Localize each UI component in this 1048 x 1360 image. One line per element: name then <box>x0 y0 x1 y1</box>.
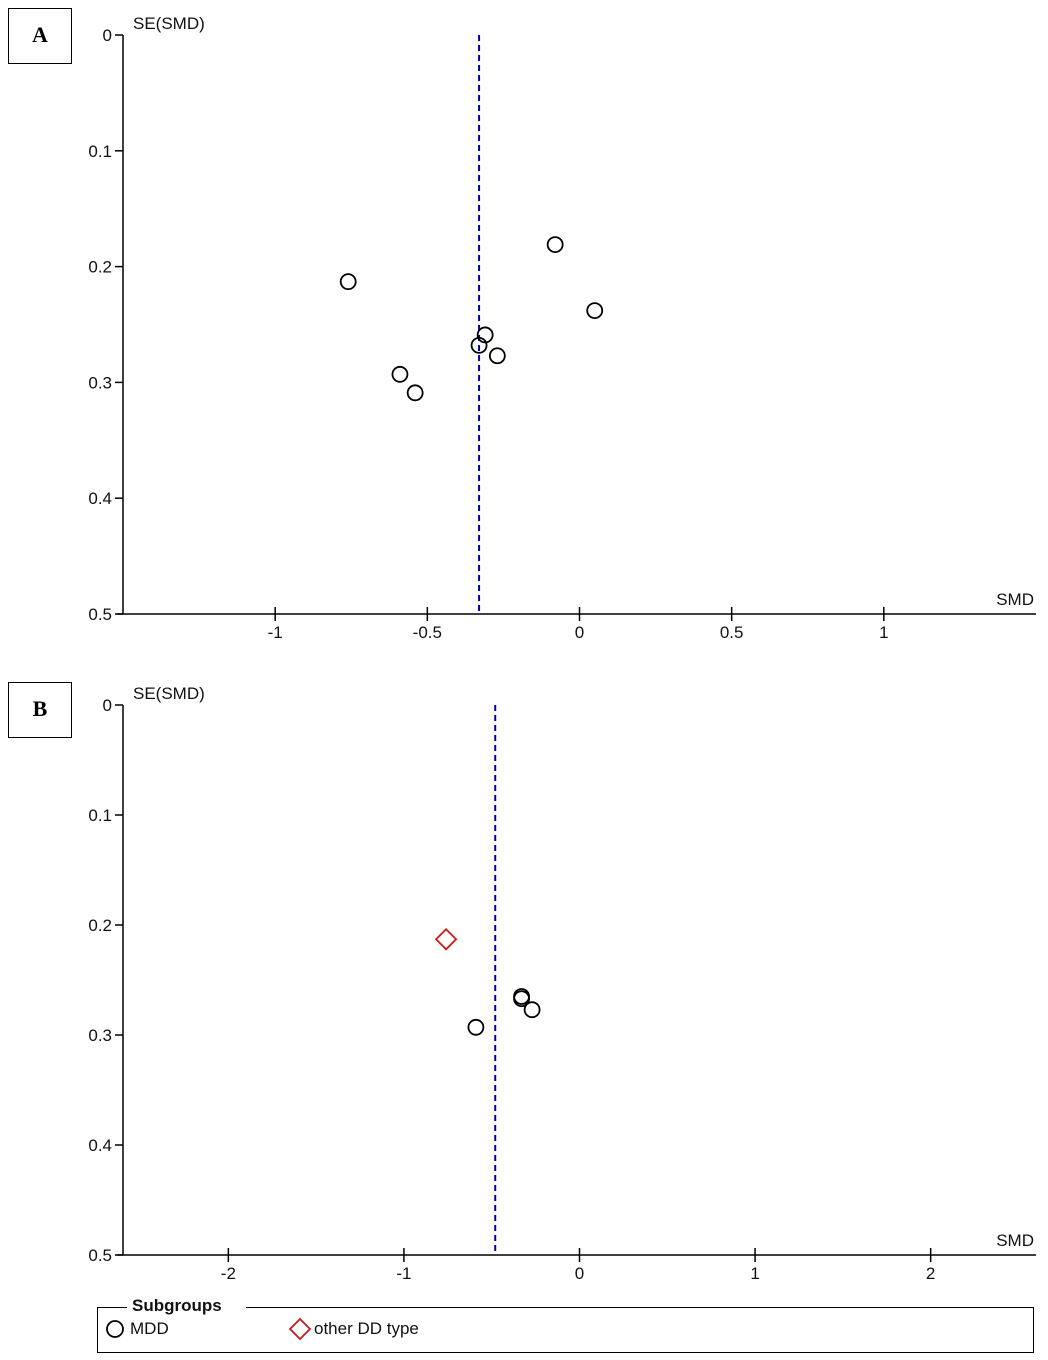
y-tick-label-a: 0.3 <box>88 373 112 392</box>
data-point-circle-a <box>546 236 564 253</box>
data-point-circle-a <box>406 384 424 402</box>
y-tick-label-b: 0.3 <box>88 1026 112 1045</box>
y-tick-label-b: 0.5 <box>88 1246 112 1265</box>
y-axis-title-b: SE(SMD) <box>133 684 205 703</box>
x-tick-label-a: 0.5 <box>720 623 744 642</box>
data-point-circle-a <box>470 336 488 354</box>
panel-label-b: B <box>8 682 72 738</box>
x-tick-label-a: -1 <box>268 623 283 642</box>
y-tick-label-a: 0.5 <box>88 605 112 624</box>
diamond-marker-icon <box>288 1317 312 1341</box>
x-tick-label-b: 2 <box>926 1264 935 1283</box>
y-tick-label-a: 0.2 <box>88 258 112 277</box>
y-axis-title-a: SE(SMD) <box>133 14 205 33</box>
x-tick-label-a: -0.5 <box>413 623 442 642</box>
data-point-circle-a <box>488 347 506 365</box>
data-point-diamond-b <box>434 928 458 951</box>
data-point-circle-a <box>391 365 409 383</box>
x-tick-label-b: 1 <box>750 1264 759 1283</box>
x-tick-label-b: -1 <box>396 1264 411 1283</box>
y-tick-label-a: 0.4 <box>88 489 112 508</box>
y-tick-label-a: 0 <box>103 26 112 45</box>
legend-label-other-dd-type: other DD type <box>314 1319 419 1338</box>
y-tick-label-a: 0.1 <box>88 142 112 161</box>
data-point-circle-a <box>339 273 357 291</box>
legend-label-mdd: MDD <box>130 1319 169 1338</box>
x-tick-label-a: 1 <box>879 623 888 642</box>
y-tick-label-b: 0.2 <box>88 916 112 935</box>
panel-label-a: A <box>8 8 72 64</box>
legend: Subgroups MDD other DD type <box>97 1296 1034 1353</box>
data-point-circle-b <box>513 990 530 1008</box>
y-tick-label-b: 0.1 <box>88 806 112 825</box>
data-point-circle-b <box>523 1001 541 1019</box>
y-tick-label-b: 0.4 <box>88 1136 112 1155</box>
data-point-circle-b <box>467 1018 485 1036</box>
x-axis-title-b: SMD <box>996 1231 1034 1250</box>
circle-marker-icon <box>106 1320 124 1338</box>
data-point-circle-a <box>586 302 604 320</box>
x-tick-label-b: 0 <box>575 1264 584 1283</box>
x-tick-label-a: 0 <box>575 623 584 642</box>
legend-title: Subgroups <box>132 1296 222 1315</box>
y-tick-label-b: 0 <box>103 696 112 715</box>
x-axis-title-a: SMD <box>996 590 1034 609</box>
x-tick-label-b: -2 <box>221 1264 236 1283</box>
